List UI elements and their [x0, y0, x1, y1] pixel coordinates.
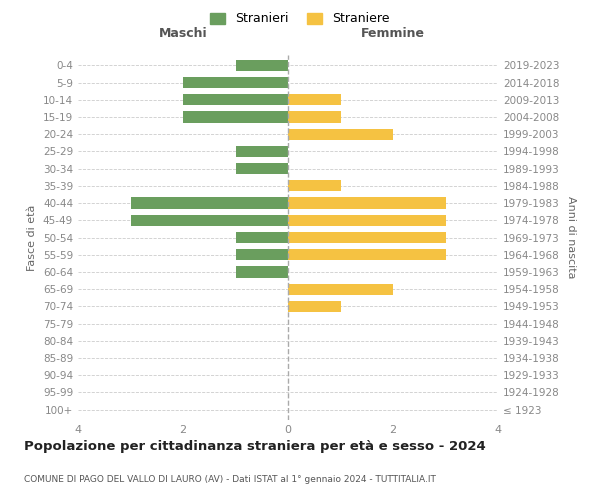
Bar: [288, 198, 445, 208]
Bar: [183, 112, 288, 122]
Bar: [288, 232, 445, 243]
Bar: [288, 301, 341, 312]
Text: COMUNE DI PAGO DEL VALLO DI LAURO (AV) - Dati ISTAT al 1° gennaio 2024 - TUTTITA: COMUNE DI PAGO DEL VALLO DI LAURO (AV) -…: [24, 475, 436, 484]
Bar: [183, 94, 288, 106]
Bar: [288, 214, 445, 226]
Y-axis label: Fasce di età: Fasce di età: [28, 204, 37, 270]
Legend: Stranieri, Straniere: Stranieri, Straniere: [204, 6, 396, 32]
Bar: [288, 112, 341, 122]
Bar: [235, 249, 288, 260]
Bar: [235, 146, 288, 157]
Bar: [288, 180, 341, 192]
Bar: [183, 77, 288, 88]
Text: Popolazione per cittadinanza straniera per età e sesso - 2024: Popolazione per cittadinanza straniera p…: [24, 440, 486, 453]
Text: Femmine: Femmine: [361, 28, 425, 40]
Bar: [288, 249, 445, 260]
Bar: [235, 232, 288, 243]
Bar: [288, 128, 393, 140]
Bar: [235, 60, 288, 71]
Bar: [235, 266, 288, 278]
Bar: [235, 163, 288, 174]
Bar: [130, 214, 288, 226]
Bar: [130, 198, 288, 208]
Bar: [288, 94, 341, 106]
Y-axis label: Anni di nascita: Anni di nascita: [566, 196, 576, 279]
Text: Maschi: Maschi: [158, 28, 208, 40]
Bar: [288, 284, 393, 294]
